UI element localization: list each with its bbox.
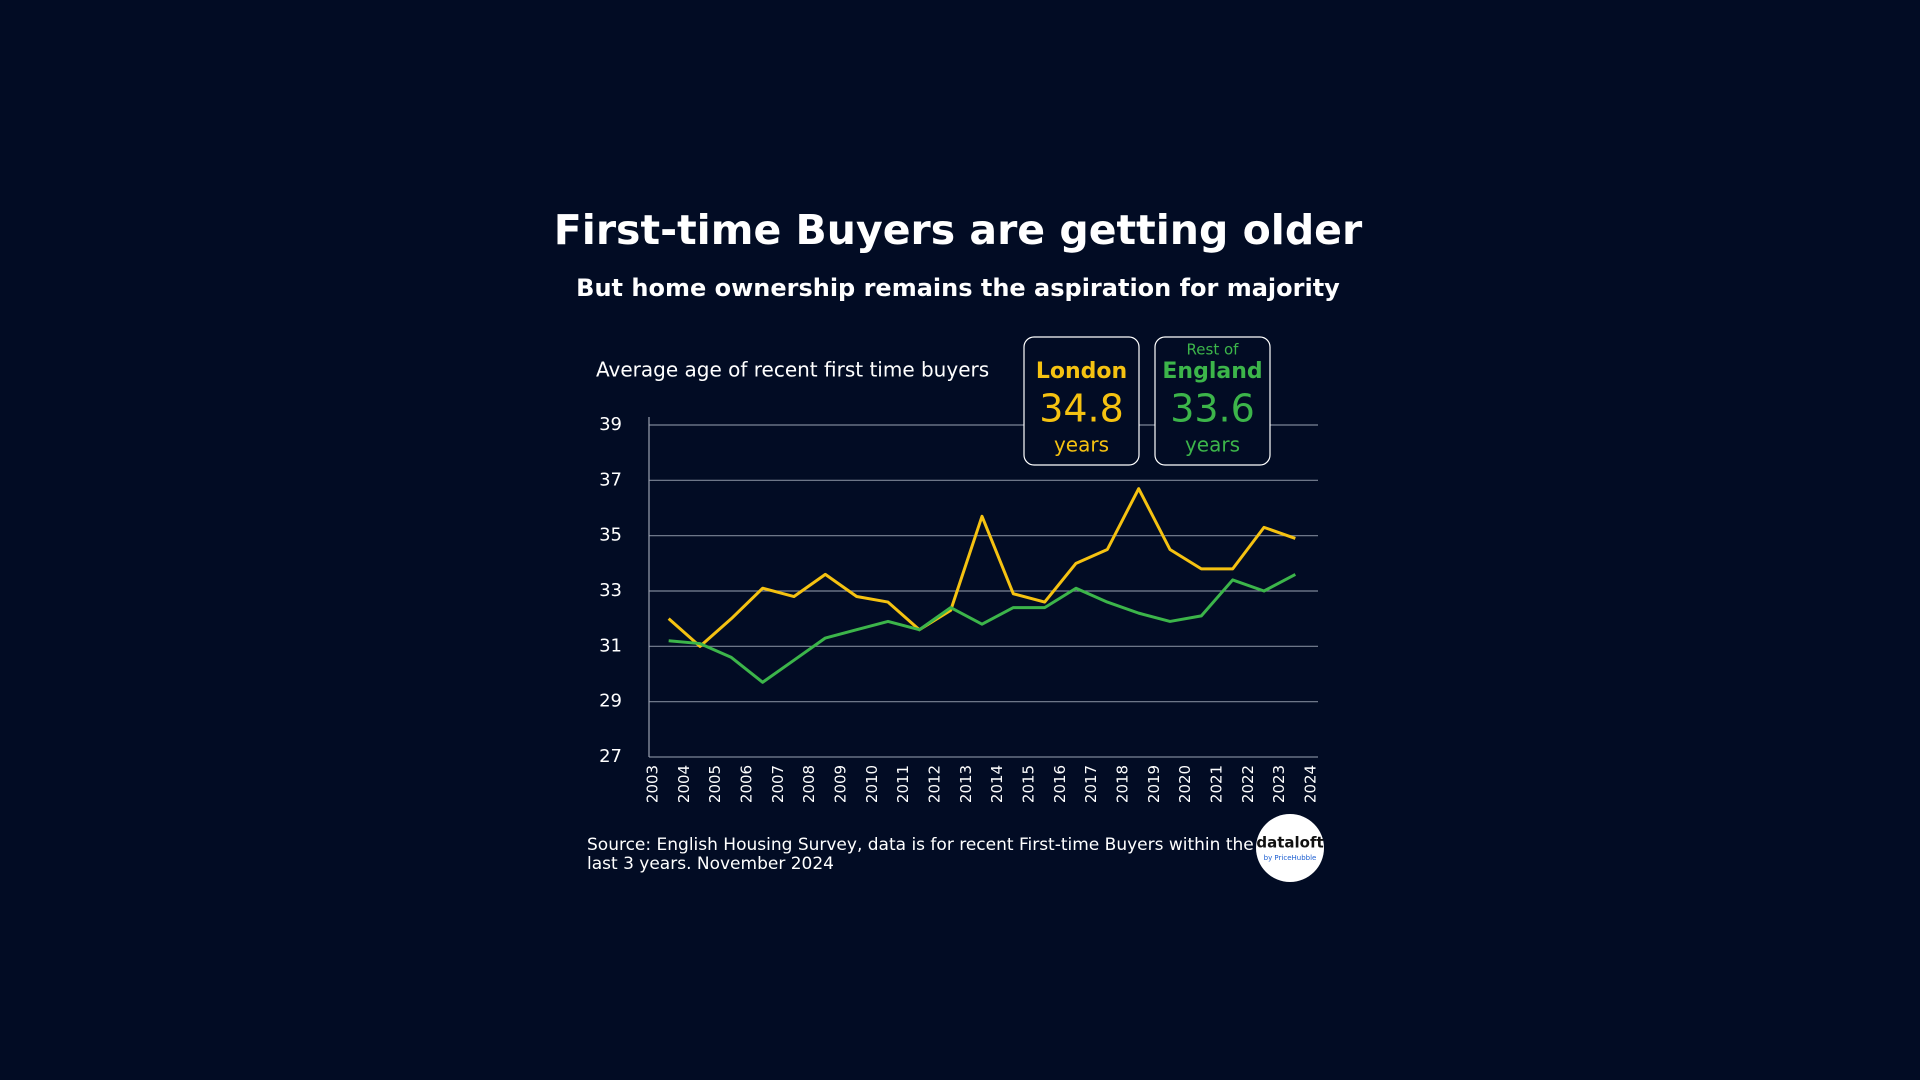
y-tick-label: 39 (599, 414, 622, 435)
x-tick-label: 2013 (957, 765, 975, 803)
x-tick-label: 2003 (644, 765, 662, 803)
callout-label: Rest of (1187, 341, 1240, 359)
x-tick-label: 2009 (832, 765, 850, 803)
logo-name: dataloft (1256, 834, 1323, 852)
x-tick-label: 2019 (1145, 765, 1163, 803)
logo-badge (1256, 814, 1324, 882)
y-tick-label: 27 (599, 746, 622, 767)
x-tick-label: 2008 (800, 765, 818, 803)
x-tick-label: 2022 (1239, 765, 1257, 803)
y-tick-label: 33 (599, 580, 622, 601)
source-line: last 3 years. November 2024 (587, 854, 834, 874)
logo-subtext: by PriceHubble (1264, 854, 1317, 862)
y-axis-label: Average age of recent first time buyers (596, 358, 989, 382)
callout-box (1023, 336, 1140, 466)
callout-unit: years (1185, 433, 1240, 457)
callout-unit: years (1054, 433, 1109, 457)
x-tick-label: 2004 (675, 765, 693, 803)
x-tick-label: 2005 (706, 765, 724, 803)
callout-value: 33.6 (1170, 387, 1255, 431)
x-tick-label: 2010 (863, 765, 881, 803)
series-line (667, 487, 1296, 648)
y-tick-label: 35 (599, 525, 622, 546)
callout-label: England (1162, 359, 1262, 384)
x-tick-label: 2014 (988, 765, 1006, 803)
x-tick-label: 2011 (894, 765, 912, 803)
x-tick-label: 2018 (1114, 765, 1132, 803)
y-tick-label: 37 (599, 469, 622, 490)
callout-label: London (1036, 359, 1127, 384)
series-line (668, 573, 1297, 684)
x-tick-label: 2016 (1051, 765, 1069, 803)
chart-title: First-time Buyers are getting older (554, 206, 1363, 254)
x-tick-label: 2023 (1270, 765, 1288, 803)
y-tick-label: 29 (599, 691, 622, 712)
chart-subtitle: But home ownership remains the aspiratio… (576, 274, 1340, 302)
x-tick-label: 2020 (1176, 765, 1194, 803)
x-tick-label: 2024 (1302, 765, 1320, 803)
y-tick-label: 31 (599, 635, 622, 656)
x-tick-label: 2017 (1082, 765, 1100, 803)
x-tick-label: 2012 (926, 765, 944, 803)
x-tick-label: 2021 (1208, 765, 1226, 803)
callout-box (1154, 336, 1271, 466)
x-tick-label: 2015 (1020, 765, 1038, 803)
callout-value: 34.8 (1039, 387, 1124, 431)
source-line: Source: English Housing Survey, data is … (587, 835, 1254, 855)
x-tick-label: 2007 (769, 765, 787, 803)
x-tick-label: 2006 (738, 765, 756, 803)
